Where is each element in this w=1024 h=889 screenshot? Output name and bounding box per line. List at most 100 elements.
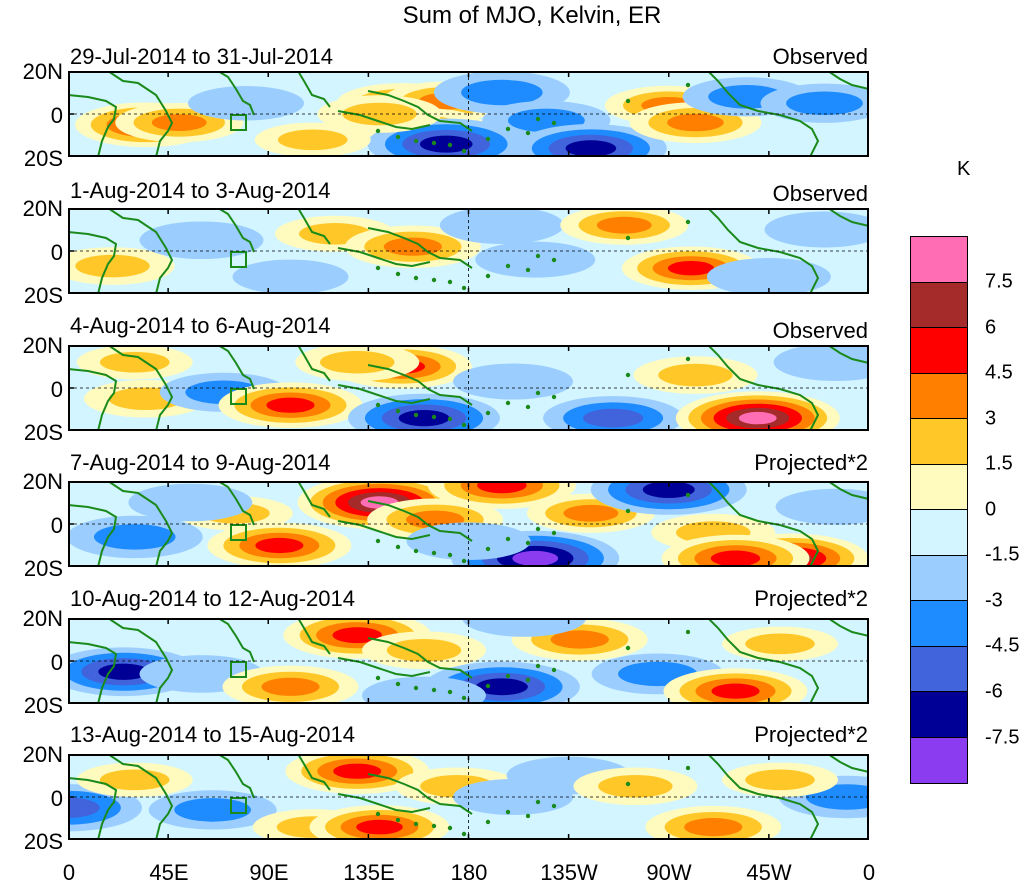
colorbar-tick: -4.5 [985,634,1020,657]
coastline [707,754,820,840]
colorbar-swatch [911,510,967,556]
island [535,390,541,396]
anomaly-contour [139,221,264,260]
island [485,136,491,142]
coastline [107,754,174,840]
x-tick-label: 45E [149,860,189,885]
anomaly-contour [738,411,777,425]
anomaly-contour [475,241,596,278]
coastline [217,618,255,663]
anomaly-contour [706,258,831,294]
panel-2-type: Observed [772,181,868,206]
island [535,799,541,805]
island [625,645,631,651]
coastline [707,71,820,157]
anomaly-contour [419,135,473,153]
coastline [297,481,331,518]
y-tick-label: 20S [23,693,63,718]
island [685,629,691,635]
map-panel-2 [68,208,869,294]
colorbar-swatch [911,555,967,601]
anomaly-contour [320,350,395,374]
region-box [230,251,247,268]
island [505,809,511,815]
island [413,412,419,418]
island [525,130,531,136]
x-tick-label: 135W [540,860,598,885]
anomaly-contour [565,140,617,157]
panel-3-date: 4-Aug-2014 to 6-Aug-2014 [70,313,331,338]
x-tick-label: 135E [343,860,395,885]
map-panel-6 [68,754,869,840]
coastline [367,90,473,132]
island [431,823,437,829]
panel-6-type: Projected*2 [754,722,868,747]
coastline [827,71,869,90]
anomaly-contour [550,630,609,649]
colorbar-swatch [911,328,967,374]
island [375,128,381,134]
anomaly-contour [386,638,462,662]
colorbar-swatch [911,237,967,283]
anomaly-contour [453,363,573,400]
island [535,253,541,259]
island [461,695,467,701]
panel-4-date: 7-Aug-2014 to 9-Aug-2014 [70,450,331,475]
coastline [217,71,255,116]
island [431,414,437,420]
island [375,265,381,271]
y-tick-label: 20N [22,742,63,767]
anomaly-contour [477,481,527,494]
anomaly-contour [745,769,815,791]
island [413,685,419,691]
colorbar-swatch [911,373,967,419]
y-tick-label: 20S [23,146,63,171]
anomaly-contour [99,351,170,373]
coastline [297,345,331,382]
colorbar-tick: -1.5 [985,543,1020,566]
island [625,508,631,514]
anomaly-contour [775,488,869,525]
island [395,544,401,550]
coastline [707,208,820,294]
island [461,558,467,564]
panel-5-date: 10-Aug-2014 to 12-Aug-2014 [70,586,355,611]
anomaly-contour [398,410,450,427]
coastline [68,777,118,840]
island [431,550,437,556]
coastline [217,754,255,799]
panel-1-type: Observed [772,44,868,69]
anomaly-contour [512,550,559,566]
y-tick-label: 20N [22,196,63,221]
coastline [707,345,820,431]
y-tick-label: 20S [23,420,63,445]
y-tick-label: 0 [50,513,63,538]
island [625,781,631,787]
coastline [107,208,174,294]
coastline [367,500,473,542]
anomaly-contour [658,363,733,387]
anomaly-contour [356,819,403,835]
island [625,372,631,378]
coastline [68,641,118,704]
anomaly-contour [461,79,543,106]
island [395,817,401,823]
anomaly-contour [684,818,743,837]
colorbar-unit: K [957,158,971,180]
map-panel-3 [68,345,869,431]
coastline [107,618,174,704]
coastline [707,618,820,704]
island [685,492,691,498]
island [551,394,557,400]
y-tick-label: 20S [23,556,63,581]
island [485,819,491,825]
island [525,267,531,273]
coastline [707,481,820,567]
coastline [297,71,331,108]
island [447,279,453,285]
island [505,536,511,542]
coastline [827,481,869,500]
colorbar-swatch [911,737,967,783]
panel-6-date: 13-Aug-2014 to 15-Aug-2014 [70,722,355,747]
island [461,285,467,291]
